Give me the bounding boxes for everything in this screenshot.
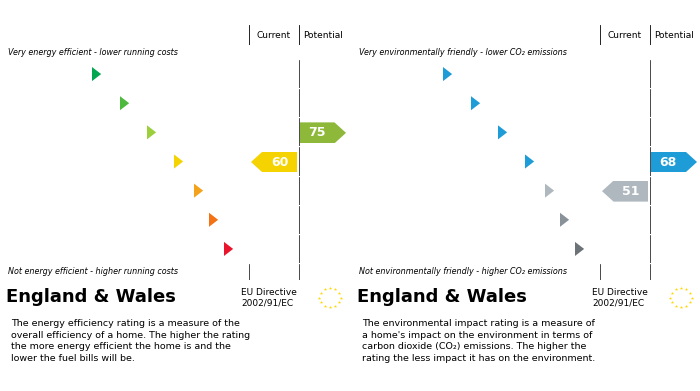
Text: (1-20): (1-20)	[355, 244, 378, 253]
Text: Potential: Potential	[303, 30, 343, 39]
Text: Not environmentally friendly - higher CO₂ emissions: Not environmentally friendly - higher CO…	[359, 267, 567, 276]
Polygon shape	[120, 96, 129, 110]
Text: England & Wales: England & Wales	[357, 289, 527, 307]
Text: B: B	[447, 96, 458, 110]
Text: F: F	[538, 213, 547, 227]
Text: England & Wales: England & Wales	[6, 289, 176, 307]
Text: B: B	[97, 96, 107, 110]
Polygon shape	[525, 154, 534, 169]
Polygon shape	[651, 151, 697, 172]
Text: E: E	[172, 184, 181, 197]
Polygon shape	[471, 96, 480, 110]
Text: E: E	[523, 184, 532, 197]
Polygon shape	[224, 242, 233, 256]
Text: 68: 68	[659, 156, 677, 169]
Text: The environmental impact rating is a measure of
a home's impact on the environme: The environmental impact rating is a mea…	[363, 319, 596, 363]
Text: (21-38): (21-38)	[4, 215, 32, 224]
Text: A: A	[419, 67, 430, 81]
Polygon shape	[209, 213, 218, 227]
Text: C: C	[475, 126, 485, 139]
Polygon shape	[174, 154, 183, 169]
Polygon shape	[92, 67, 101, 81]
Polygon shape	[560, 213, 569, 227]
Text: (21-38): (21-38)	[355, 215, 383, 224]
Polygon shape	[545, 184, 554, 198]
Polygon shape	[498, 126, 507, 140]
Text: (69-80): (69-80)	[4, 128, 32, 137]
Text: (39-54): (39-54)	[4, 186, 32, 195]
Text: C: C	[124, 126, 134, 139]
Text: F: F	[187, 213, 196, 227]
Text: Environmental Impact (CO₂) Rating: Environmental Impact (CO₂) Rating	[363, 6, 595, 19]
Text: Potential: Potential	[654, 30, 694, 39]
Text: Very energy efficient - lower running costs: Very energy efficient - lower running co…	[8, 48, 178, 57]
Polygon shape	[251, 151, 297, 172]
Text: Very environmentally friendly - lower CO₂ emissions: Very environmentally friendly - lower CO…	[359, 48, 567, 57]
Text: 51: 51	[622, 185, 640, 197]
Text: D: D	[500, 154, 512, 169]
Text: (55-68): (55-68)	[355, 157, 383, 166]
Polygon shape	[147, 126, 156, 140]
Text: (81-91): (81-91)	[4, 99, 32, 108]
Polygon shape	[443, 67, 452, 81]
Text: (39-54): (39-54)	[355, 186, 384, 195]
Text: Current: Current	[608, 30, 642, 39]
Text: EU Directive
2002/91/EC: EU Directive 2002/91/EC	[592, 288, 648, 307]
Polygon shape	[602, 181, 648, 202]
Text: D: D	[150, 154, 161, 169]
Text: (55-68): (55-68)	[4, 157, 32, 166]
Text: 75: 75	[309, 126, 326, 139]
Text: EU Directive
2002/91/EC: EU Directive 2002/91/EC	[241, 288, 297, 307]
Text: (81-91): (81-91)	[355, 99, 383, 108]
Text: The energy efficiency rating is a measure of the
overall efficiency of a home. T: The energy efficiency rating is a measur…	[11, 319, 251, 363]
Text: Energy Efficiency Rating: Energy Efficiency Rating	[11, 6, 174, 19]
Text: (92-100): (92-100)	[4, 70, 37, 79]
Text: (1-20): (1-20)	[4, 244, 27, 253]
Polygon shape	[300, 122, 346, 143]
Text: G: G	[551, 242, 562, 256]
Text: (69-80): (69-80)	[355, 128, 383, 137]
Text: 60: 60	[271, 156, 288, 169]
Text: (92-100): (92-100)	[355, 70, 388, 79]
Text: G: G	[199, 242, 211, 256]
Polygon shape	[575, 242, 584, 256]
Text: A: A	[69, 67, 79, 81]
Text: Current: Current	[257, 30, 291, 39]
Polygon shape	[194, 184, 203, 198]
Text: Not energy efficient - higher running costs: Not energy efficient - higher running co…	[8, 267, 178, 276]
